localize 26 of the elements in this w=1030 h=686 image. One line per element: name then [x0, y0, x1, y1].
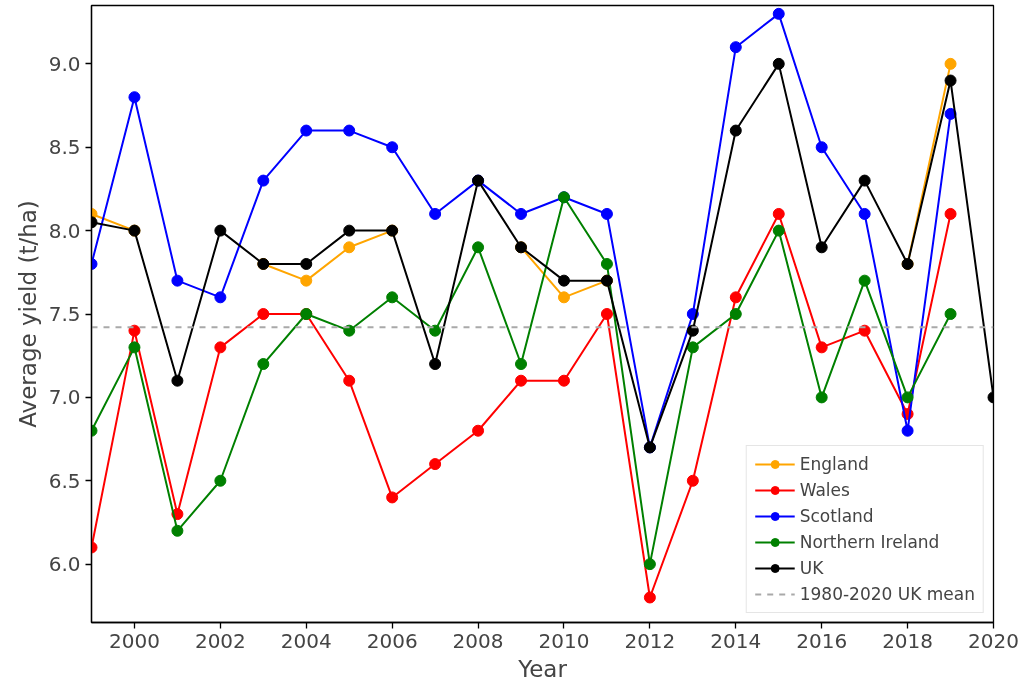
x-tick-label: 2020	[968, 628, 1019, 653]
x-axis-title: Year	[517, 655, 568, 682]
y-tick-label: 8.0	[48, 218, 81, 243]
x-tick-label: 2014	[710, 628, 762, 653]
x-tick-label: 2010	[538, 628, 590, 653]
y-tick-label: 7.0	[48, 385, 81, 410]
x-tick-label: 2002	[194, 628, 246, 653]
legend-label: England	[799, 454, 869, 474]
legend-label: 1980-2020 UK mean	[799, 584, 975, 604]
x-tick-label: 2016	[796, 628, 848, 653]
x-tick-label: 2004	[280, 628, 332, 653]
y-axis-title: Average yield (t/ha)	[14, 200, 41, 428]
x-tick-label: 2006	[366, 628, 418, 653]
y-tick-label: 9.0	[48, 51, 81, 76]
x-tick-label: 2008	[452, 628, 504, 653]
y-tick-label: 6.5	[48, 468, 81, 493]
x-tick-label: 2012	[624, 628, 676, 653]
x-tick-label: 2018	[882, 628, 934, 653]
y-tick-label: 7.5	[48, 302, 81, 326]
x-tick-label: 2000	[109, 628, 160, 653]
legend-label: Scotland	[799, 506, 874, 526]
legend-label: Wales	[799, 480, 850, 500]
y-tick-label: 6.0	[48, 552, 81, 577]
legend-label: UK	[799, 558, 824, 578]
y-tick-label: 8.5	[48, 135, 81, 160]
legend-label: Northern Ireland	[799, 532, 940, 552]
